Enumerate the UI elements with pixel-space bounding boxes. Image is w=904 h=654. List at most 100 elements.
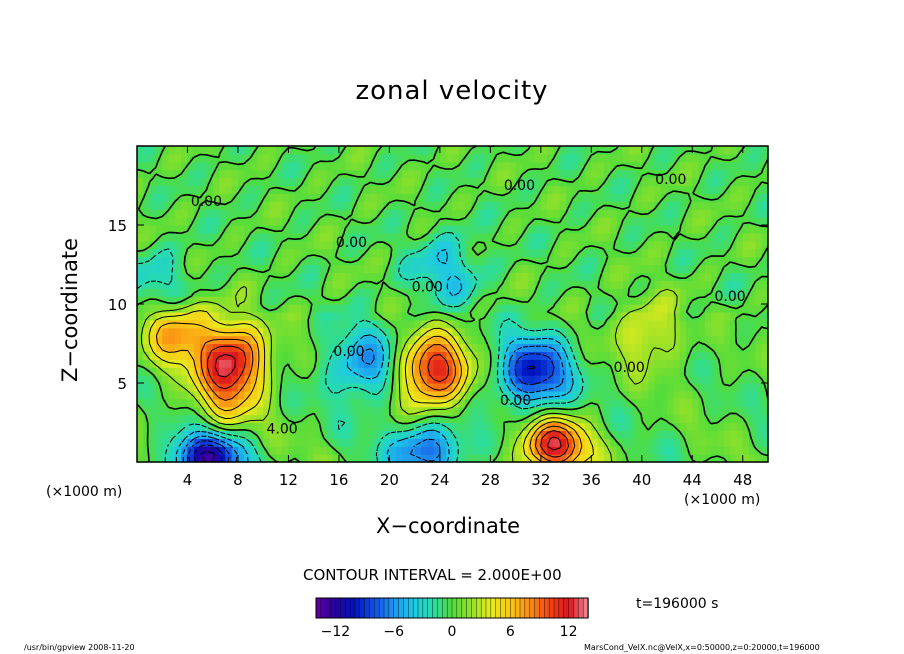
field-cell (761, 209, 769, 218)
field-cell (351, 161, 359, 171)
field-cell (338, 296, 346, 305)
field-cell (484, 454, 491, 463)
field-cell (540, 264, 548, 273)
field-cell (206, 272, 214, 281)
field-cell (685, 414, 693, 424)
field-cell (742, 383, 750, 392)
field-cell (591, 169, 599, 179)
field-cell (578, 438, 586, 447)
field-cell (250, 153, 258, 163)
field-cell (364, 256, 372, 266)
field-cell (742, 414, 750, 424)
field-cell (383, 422, 390, 431)
field-cell (168, 454, 176, 463)
field-cell (181, 327, 189, 337)
field-cell (263, 296, 271, 305)
field-cell (641, 351, 649, 360)
field-cell (566, 335, 573, 345)
field-cell (496, 240, 504, 250)
field-cell (685, 430, 693, 439)
field-cell (225, 248, 233, 258)
field-cell (162, 438, 170, 447)
field-cell (376, 225, 384, 234)
field-cell (471, 209, 479, 218)
field-cell (168, 146, 176, 155)
field-cell (168, 177, 176, 187)
field-cell (439, 430, 447, 439)
contour-line (155, 322, 583, 463)
field-cell (370, 343, 378, 352)
field-cell (206, 264, 214, 273)
field-cell (465, 438, 473, 447)
field-cell (585, 304, 592, 313)
field-cell (559, 193, 567, 202)
field-cell (540, 256, 548, 266)
field-cell (616, 335, 624, 345)
field-cell (263, 161, 271, 171)
field-cell (439, 438, 447, 447)
field-cell (465, 367, 473, 376)
field-cell (143, 327, 151, 337)
field-cell (402, 383, 409, 392)
field-cell (439, 264, 447, 273)
field-cell (578, 153, 586, 163)
field-cell (168, 343, 176, 352)
field-cell (174, 161, 182, 171)
field-cell (471, 185, 479, 194)
field-cell (742, 398, 750, 408)
field-cell (395, 454, 403, 463)
field-cell (395, 153, 403, 163)
field-cell (313, 193, 321, 202)
field-cell (452, 169, 460, 179)
field-cell (269, 319, 277, 329)
field-cell (648, 280, 656, 289)
field-cell (742, 280, 750, 289)
field-cell (395, 398, 403, 408)
field-cell (250, 146, 258, 155)
field-cell (679, 406, 687, 416)
field-cell (193, 327, 201, 337)
field-cell (237, 288, 245, 297)
field-cell (572, 446, 580, 455)
field-cell (654, 240, 662, 250)
field-cell (332, 430, 340, 439)
field-cell (427, 232, 435, 242)
field-cell (685, 248, 693, 258)
field-cell (338, 343, 346, 352)
field-cell (559, 177, 567, 187)
field-cell (294, 201, 302, 210)
field-cell (326, 232, 334, 242)
field-cell (395, 438, 403, 447)
field-cell (654, 304, 662, 313)
field-cell (446, 248, 454, 258)
field-cell (458, 430, 466, 439)
field-cell (174, 177, 182, 187)
field-cell (711, 327, 719, 337)
field-cell (200, 193, 208, 202)
field-cell (237, 406, 245, 416)
field-cell (521, 375, 529, 384)
field-cell (635, 367, 643, 376)
field-cell (155, 454, 163, 463)
x-tick-label: 16 (329, 471, 348, 489)
contour-line (214, 354, 562, 451)
field-cell (528, 153, 536, 163)
field-cell (313, 406, 321, 416)
field-cell (389, 327, 397, 337)
field-cell (269, 169, 277, 179)
field-cell (256, 375, 264, 384)
field-cell (528, 296, 536, 305)
field-cell (282, 343, 290, 352)
field-cell (219, 169, 226, 179)
field-cell (301, 367, 308, 376)
field-cell (206, 296, 214, 305)
field-cell (326, 375, 334, 384)
field-cell (137, 146, 144, 155)
field-cell (244, 311, 252, 321)
field-cell (622, 217, 630, 226)
field-cell (338, 422, 346, 431)
field-cell (414, 209, 422, 218)
field-cell (673, 422, 681, 431)
field-cell (597, 367, 605, 376)
field-cell (143, 422, 151, 431)
